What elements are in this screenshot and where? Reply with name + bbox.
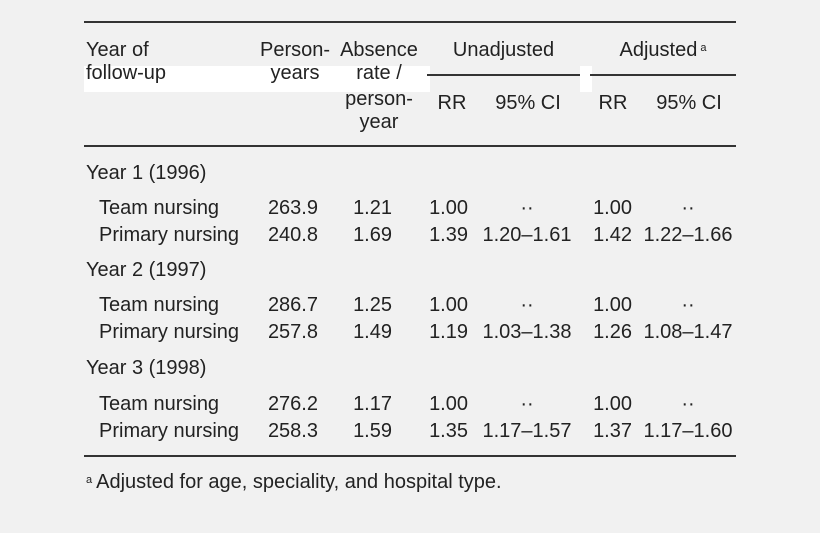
row-label: Primary nursing: [99, 420, 240, 442]
cell-person-years: 276.2: [267, 393, 318, 415]
cell-u-ci: ··: [520, 197, 534, 219]
cell-u-ci: 1.20–1.61: [482, 224, 572, 246]
cell-u-rr: 1.19: [429, 321, 468, 343]
cell-person-years: 258.3: [267, 420, 318, 442]
cell-u-rr: 1.00: [429, 294, 468, 316]
header-follow-up: follow-up: [86, 62, 167, 84]
cell-a-rr: 1.42: [593, 224, 632, 246]
cell-a-ci: 1.17–1.60: [643, 420, 733, 442]
row-label: Team nursing: [99, 393, 220, 415]
row-label: Primary nursing: [99, 224, 240, 246]
header-person: Person-: [259, 39, 331, 61]
header-year-of: Year of: [86, 39, 149, 61]
cell-u-rr: 1.00: [429, 197, 468, 219]
adjusted-footnote-mark: a: [700, 42, 707, 54]
cell-rate: 1.21: [353, 197, 392, 219]
header-adjusted-cell: Adjusted a: [590, 39, 736, 61]
header-unadjusted-ci: 95% CI: [495, 92, 561, 114]
header-unadjusted: Unadjusted: [452, 39, 555, 61]
unadjusted-rule: [427, 74, 580, 76]
cell-rate: 1.17: [353, 393, 392, 415]
footnote-text: Adjusted for age, speciality, and hospit…: [96, 471, 502, 493]
row-label: Team nursing: [99, 197, 220, 219]
cell-person-years: 257.8: [267, 321, 318, 343]
group-label: Year 1 (1996): [86, 162, 207, 184]
cell-a-ci: 1.08–1.47: [643, 321, 733, 343]
cell-rate: 1.69: [353, 224, 392, 246]
cell-rate: 1.25: [353, 294, 392, 316]
row-label: Team nursing: [99, 294, 220, 316]
cell-u-ci: 1.03–1.38: [482, 321, 572, 343]
header-adjusted-rr: RR: [598, 92, 628, 114]
cell-rate: 1.59: [353, 420, 392, 442]
cell-a-rr: 1.00: [593, 294, 632, 316]
cell-a-ci: 1.22–1.66: [643, 224, 733, 246]
cell-a-rr: 1.26: [593, 321, 632, 343]
table-top-rule: [84, 21, 736, 23]
cell-u-ci: 1.17–1.57: [482, 420, 572, 442]
cell-u-rr: 1.00: [429, 393, 468, 415]
footnote-mark: a: [86, 474, 93, 486]
header-adjusted: Adjusted: [619, 39, 698, 61]
adjusted-rule: [590, 74, 736, 76]
footnote: a Adjusted for age, speciality, and hospi…: [86, 471, 502, 493]
cell-a-rr: 1.00: [593, 393, 632, 415]
cell-a-rr: 1.00: [593, 197, 632, 219]
header-year-unit: year: [359, 111, 399, 133]
header-highlight: [84, 66, 430, 92]
group-label: Year 3 (1998): [86, 357, 207, 379]
cell-u-rr: 1.39: [429, 224, 468, 246]
cell-person-years: 240.8: [267, 224, 318, 246]
header-person-2: person-: [345, 88, 413, 110]
header-highlight-right: [580, 66, 592, 92]
cell-u-rr: 1.35: [429, 420, 468, 442]
cell-a-ci: ··: [681, 294, 695, 316]
cell-u-ci: ··: [520, 393, 534, 415]
cell-a-ci: ··: [681, 393, 695, 415]
header-bottom-rule: [84, 145, 736, 147]
header-adjusted-ci: 95% CI: [656, 92, 722, 114]
cell-u-ci: ··: [520, 294, 534, 316]
cell-a-rr: 1.37: [593, 420, 632, 442]
row-label: Primary nursing: [99, 321, 240, 343]
header-absence: Absence: [340, 39, 418, 61]
group-label: Year 2 (1997): [86, 259, 207, 281]
cell-person-years: 263.9: [267, 197, 318, 219]
header-unadjusted-rr: RR: [437, 92, 467, 114]
cell-person-years: 286.7: [267, 294, 318, 316]
cell-a-ci: ··: [681, 197, 695, 219]
cell-rate: 1.49: [353, 321, 392, 343]
table-bottom-rule: [84, 455, 736, 457]
header-years: years: [270, 62, 320, 84]
header-rate: rate /: [356, 62, 402, 84]
